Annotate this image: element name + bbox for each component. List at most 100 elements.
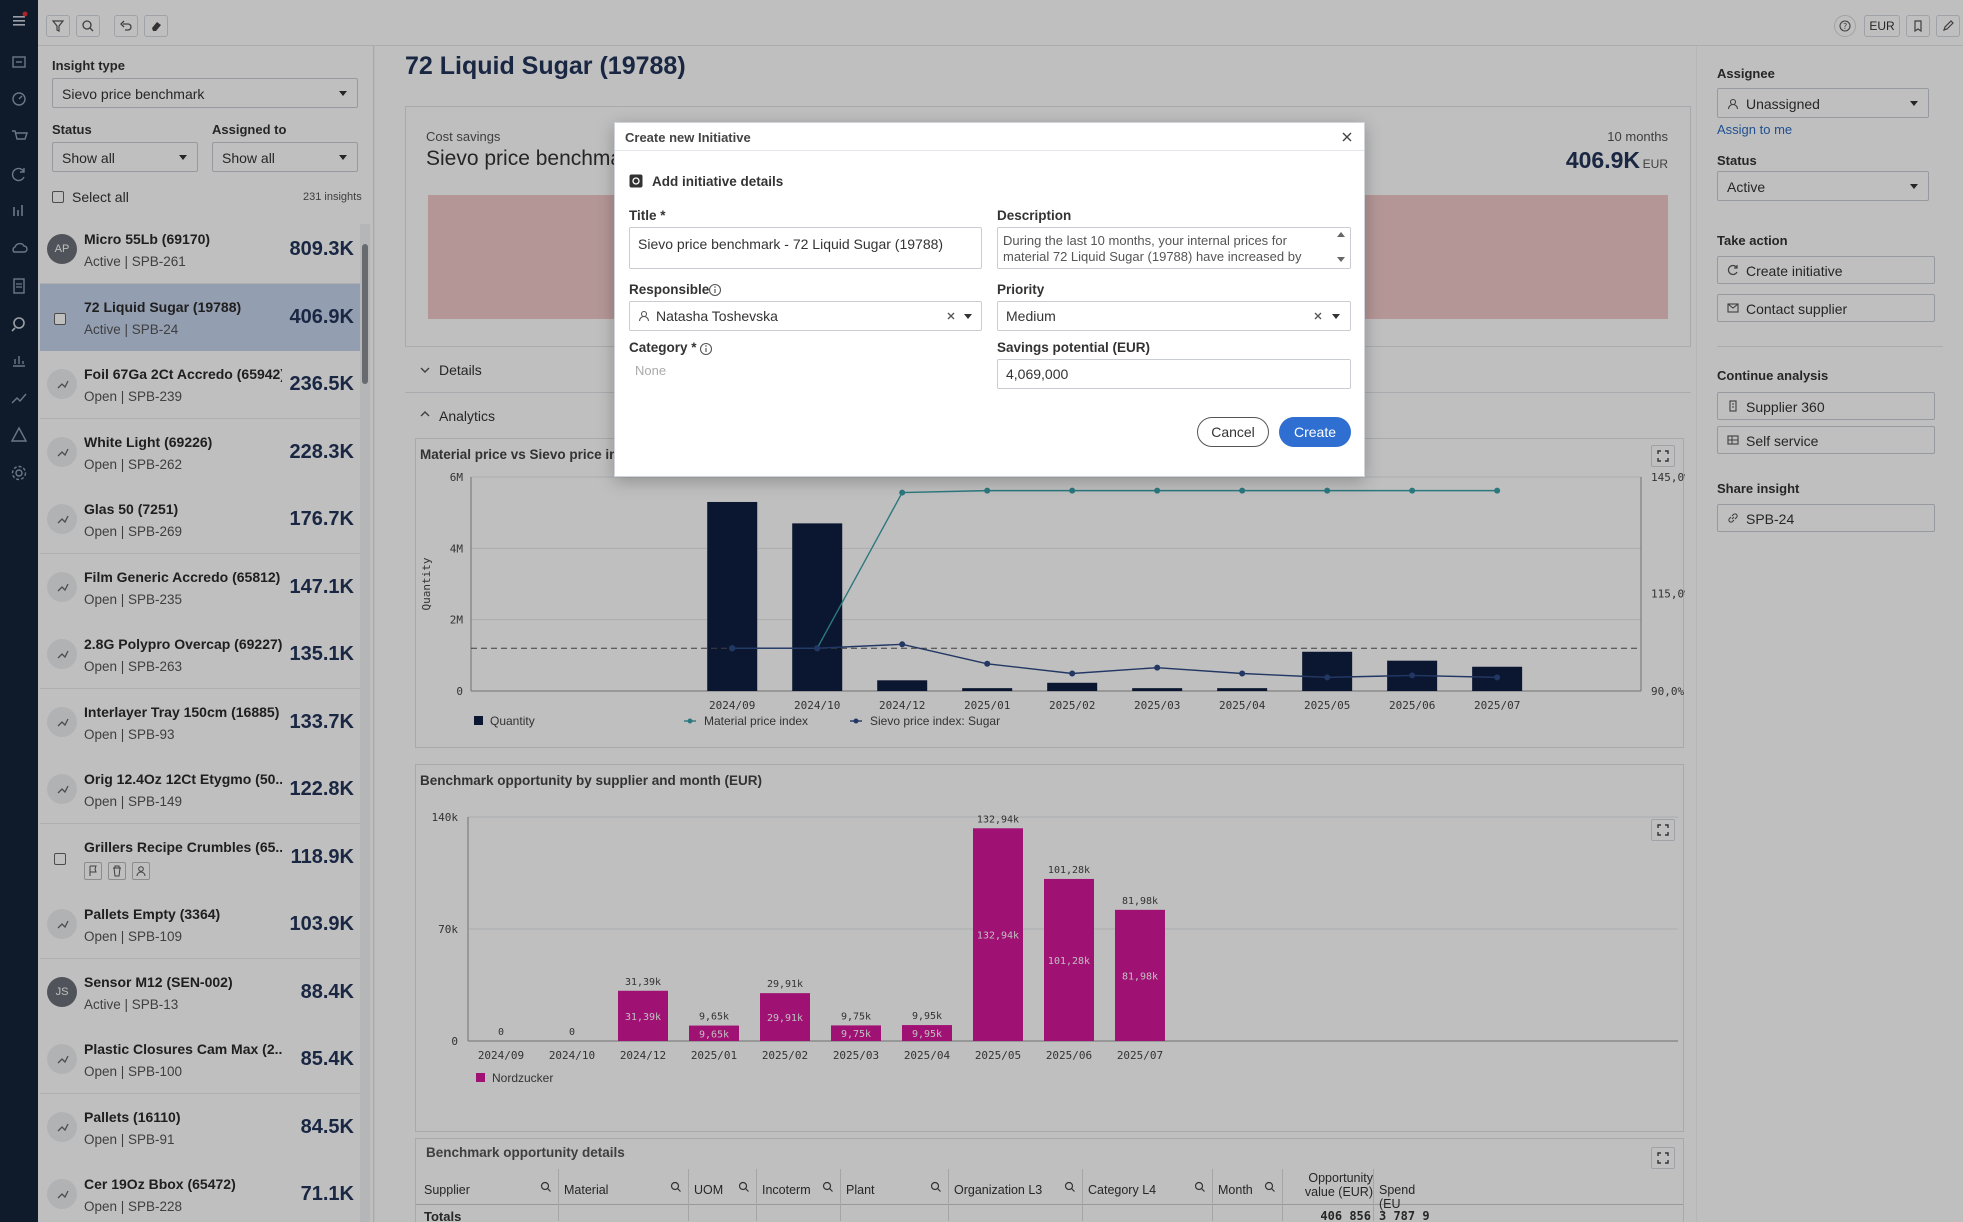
title-input[interactable]: Sievo price benchmark - 72 Liquid Sugar …: [629, 227, 982, 269]
insight-list-item[interactable]: AP Micro 55Lb (69170) Active | SPB-261 809.…: [40, 216, 360, 284]
building-icon: [1729, 400, 1737, 412]
svg-text:?: ?: [1843, 22, 1847, 31]
insight-list-item[interactable]: Interlayer Tray 150cm (16885) Open | SPB-…: [40, 688, 360, 757]
document-icon[interactable]: [9, 276, 29, 296]
column-header[interactable]: Material: [564, 1183, 609, 1197]
trash-icon[interactable]: [108, 861, 126, 880]
eraser-button[interactable]: [144, 15, 168, 37]
description-textarea[interactable]: During the last 10 months, your internal…: [997, 227, 1351, 269]
filter-button[interactable]: [46, 15, 70, 37]
expand-chart-button[interactable]: [1651, 819, 1675, 841]
column-header[interactable]: Organization L3: [954, 1183, 1043, 1197]
list-scrollbar[interactable]: [360, 224, 370, 1222]
edit-button[interactable]: [1936, 15, 1960, 37]
search-icon[interactable]: [822, 1181, 834, 1193]
clear-icon[interactable]: [1313, 311, 1323, 321]
info-icon[interactable]: [699, 342, 713, 356]
menu-icon[interactable]: [9, 10, 29, 30]
search-icon[interactable]: [1264, 1181, 1276, 1193]
user-icon: [1727, 98, 1739, 110]
insight-list-item[interactable]: Pallets Empty (3364) Open | SPB-109 103.9K: [40, 891, 360, 959]
search-icon[interactable]: [930, 1181, 942, 1193]
savings-input[interactable]: 4,069,000: [997, 359, 1351, 389]
sievo-index-point: [1069, 670, 1076, 677]
assign-user-icon[interactable]: [132, 861, 150, 880]
assigned-filter-select[interactable]: Show all: [212, 142, 358, 172]
help-button[interactable]: ?: [1834, 15, 1856, 37]
cancel-button[interactable]: Cancel: [1197, 417, 1269, 447]
insight-type-select[interactable]: Sievo price benchmark: [52, 78, 358, 108]
settings-icon[interactable]: [9, 463, 29, 483]
insight-list-item[interactable]: Cer 19Oz Bbox (65472) Open | SPB-228 71.1K: [40, 1161, 360, 1222]
share-link-button[interactable]: SPB-24: [1717, 504, 1935, 532]
trend-icon[interactable]: [9, 388, 29, 408]
assign-to-me-link[interactable]: Assign to me: [1717, 122, 1793, 137]
bar-chart-icon[interactable]: [9, 201, 29, 221]
insight-list-item[interactable]: Plastic Closures Cam Max (2... Open | SPB…: [40, 1026, 360, 1094]
contact-supplier-button[interactable]: Contact supplier: [1717, 294, 1935, 322]
refresh-icon: [1727, 264, 1738, 276]
search-icon[interactable]: [1064, 1181, 1076, 1193]
column-header[interactable]: Incoterm: [762, 1183, 811, 1197]
column-header[interactable]: Category L4: [1088, 1183, 1157, 1197]
item-checkbox[interactable]: [54, 312, 66, 325]
search-button[interactable]: [76, 15, 100, 37]
chevron-down-icon: [339, 155, 347, 160]
insight-value: 228.3K: [289, 440, 355, 463]
search-icon[interactable]: [540, 1181, 552, 1193]
insight-list-item[interactable]: JS Sensor M12 (SEN-002) Active | SPB-13 88.…: [40, 958, 360, 1027]
flag-icon[interactable]: [84, 861, 102, 880]
insight-name: Foil 67Ga 2Ct Accredo (65942): [84, 366, 282, 382]
insights-icon[interactable]: [9, 313, 29, 333]
category-select[interactable]: None: [635, 363, 667, 378]
column-header[interactable]: Spend (EU: [1379, 1183, 1416, 1211]
self-service-button[interactable]: Self service: [1717, 426, 1935, 454]
insight-list-item[interactable]: 72 Liquid Sugar (19788) Active | SPB-24 40…: [40, 283, 360, 352]
search-icon[interactable]: [1194, 1181, 1206, 1193]
expand-chart-button[interactable]: [1651, 445, 1675, 467]
search-icon[interactable]: [670, 1181, 682, 1193]
create-initiative-button[interactable]: Create initiative: [1717, 256, 1935, 284]
legend-swatch-nordzucker: [476, 1073, 485, 1082]
insight-list-item[interactable]: Film Generic Accredo (65812) Open | SPB-2…: [40, 553, 360, 622]
column-header[interactable]: Month: [1218, 1183, 1253, 1197]
priority-label: Priority: [997, 282, 1045, 297]
select-all-checkbox[interactable]: [52, 191, 64, 203]
assignee-select[interactable]: Unassigned: [1717, 88, 1929, 118]
scrollbar-thumb[interactable]: [362, 244, 368, 384]
insight-name: Plastic Closures Cam Max (2...: [84, 1041, 282, 1057]
textarea-scroll-icon[interactable]: [1335, 229, 1347, 265]
currency-button[interactable]: EUR: [1864, 15, 1900, 37]
cart-icon[interactable]: [9, 126, 29, 146]
y2-tick-label: 90,0%: [1651, 685, 1684, 698]
clear-icon[interactable]: [946, 311, 956, 321]
y2-tick-label: 145,0%: [1651, 471, 1685, 484]
create-button[interactable]: Create: [1279, 417, 1351, 447]
expand-table-button[interactable]: [1651, 1147, 1675, 1169]
analytics-icon[interactable]: [9, 350, 29, 370]
home-icon[interactable]: [9, 52, 29, 72]
close-icon[interactable]: [1341, 131, 1353, 143]
status-select[interactable]: Active: [1717, 171, 1929, 201]
opportunity-bar: [1044, 878, 1094, 1041]
undo-button[interactable]: [114, 15, 138, 37]
priority-select[interactable]: Medium: [997, 301, 1351, 331]
column-header[interactable]: Opportunity value (EUR): [1288, 1171, 1373, 1199]
dashboard-icon[interactable]: [9, 89, 29, 109]
column-header[interactable]: UOM: [694, 1183, 724, 1197]
responsible-select[interactable]: Natasha Toshevska: [629, 301, 982, 331]
period-label: 10 months: [1607, 129, 1668, 144]
refresh-icon[interactable]: [9, 164, 29, 184]
column-header[interactable]: Supplier: [424, 1183, 470, 1197]
supplier360-button[interactable]: Supplier 360: [1717, 392, 1935, 420]
status-filter-select[interactable]: Show all: [52, 142, 198, 172]
search-icon[interactable]: [738, 1181, 750, 1193]
insight-value: 809.3K: [289, 238, 355, 260]
item-checkbox[interactable]: [54, 852, 66, 865]
alert-icon[interactable]: [9, 425, 29, 445]
column-header[interactable]: Plant: [846, 1183, 875, 1197]
info-icon[interactable]: [708, 283, 722, 297]
cloud-icon[interactable]: [9, 238, 29, 258]
insight-list-item[interactable]: Foil 67Ga 2Ct Accredo (65942) Open | SPB-…: [40, 351, 360, 419]
bookmark-button[interactable]: [1906, 15, 1930, 37]
